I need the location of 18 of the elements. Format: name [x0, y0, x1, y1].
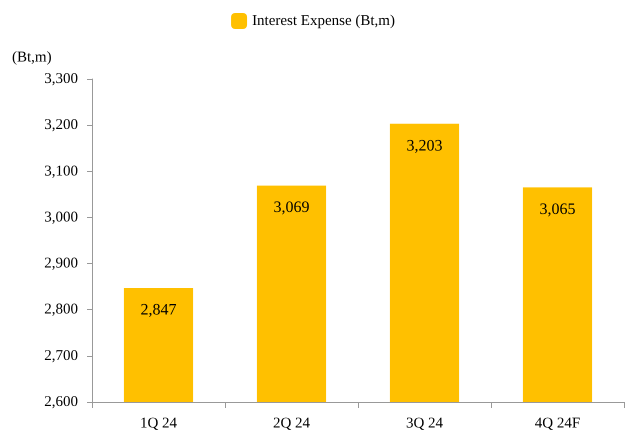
y-tick-label: 3,300: [44, 71, 78, 87]
y-axis-title: (Bt,m): [12, 50, 52, 66]
x-tick-label: 4Q 24F: [534, 416, 580, 432]
y-tick-label: 3,000: [44, 209, 78, 226]
y-tick-label: 3,100: [44, 163, 78, 180]
x-tick-label: 1Q 24: [140, 416, 178, 432]
data-label: 3,203: [406, 137, 442, 154]
legend-label: Interest Expense (Bt,m): [252, 13, 395, 29]
data-label: 2,847: [140, 302, 176, 319]
y-tick-label: 2,700: [44, 348, 78, 364]
data-label: 3,065: [540, 200, 576, 218]
x-tick-label: 2Q 24: [272, 416, 311, 432]
y-tick-label: 3,200: [44, 117, 78, 134]
y-tick-label: 2,600: [44, 394, 78, 410]
data-label: 3,069: [274, 199, 310, 216]
x-tick-label: 3Q 24: [406, 416, 444, 432]
y-tick-label: 2,900: [44, 256, 78, 272]
y-tick-label: 2,800: [44, 302, 78, 318]
